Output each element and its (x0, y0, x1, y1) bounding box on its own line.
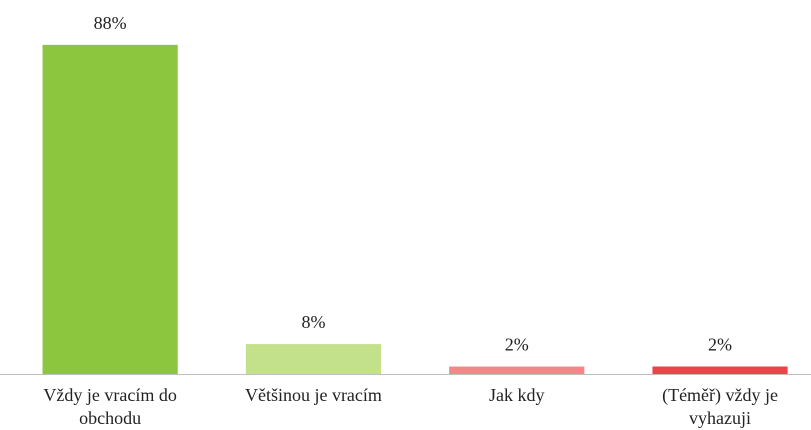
x-tick-label: Většinou je vracím (244, 385, 382, 405)
data-label: 8% (301, 312, 325, 332)
data-label: 2% (505, 335, 529, 355)
x-tick-label: Vždy je vracím do obchodu (43, 385, 177, 428)
bar (449, 366, 585, 374)
bar (245, 344, 382, 374)
bar (652, 366, 788, 374)
x-tick-label: (Téměř) vždy je vyhazuji (662, 385, 779, 428)
data-label: 2% (708, 335, 732, 355)
x-tick-label: Jak kdy (489, 385, 545, 405)
bar (42, 44, 178, 374)
data-label: 88% (94, 13, 127, 33)
